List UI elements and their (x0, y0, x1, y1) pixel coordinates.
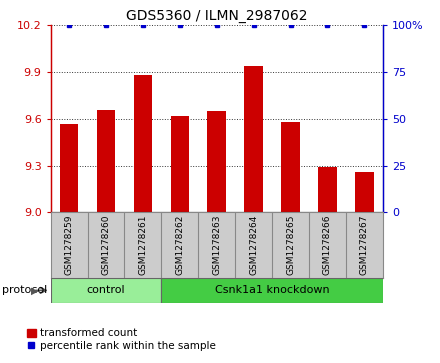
Text: GSM1278265: GSM1278265 (286, 215, 295, 275)
Bar (244, 66, 263, 212)
Bar (171, 116, 189, 212)
Text: GSM1278266: GSM1278266 (323, 215, 332, 275)
Text: GSM1278262: GSM1278262 (175, 215, 184, 275)
Bar (355, 172, 374, 212)
Bar (134, 75, 152, 212)
Bar (281, 122, 300, 212)
Bar (318, 167, 337, 212)
Bar (60, 123, 78, 212)
Text: GSM1278263: GSM1278263 (212, 215, 221, 275)
Bar (208, 111, 226, 212)
Text: GSM1278261: GSM1278261 (138, 215, 147, 275)
Text: Csnk1a1 knockdown: Csnk1a1 knockdown (215, 285, 330, 295)
Bar (51, 278, 161, 303)
Bar (97, 110, 115, 212)
Text: GSM1278267: GSM1278267 (360, 215, 369, 275)
Legend: transformed count, percentile rank within the sample: transformed count, percentile rank withi… (27, 328, 216, 351)
Bar (161, 278, 383, 303)
Text: protocol: protocol (2, 285, 48, 295)
Text: GSM1278260: GSM1278260 (102, 215, 110, 275)
Title: GDS5360 / ILMN_2987062: GDS5360 / ILMN_2987062 (126, 9, 308, 23)
Text: GSM1278264: GSM1278264 (249, 215, 258, 275)
Text: control: control (87, 285, 125, 295)
Text: ▶: ▶ (31, 285, 38, 295)
Text: GSM1278259: GSM1278259 (65, 215, 73, 275)
